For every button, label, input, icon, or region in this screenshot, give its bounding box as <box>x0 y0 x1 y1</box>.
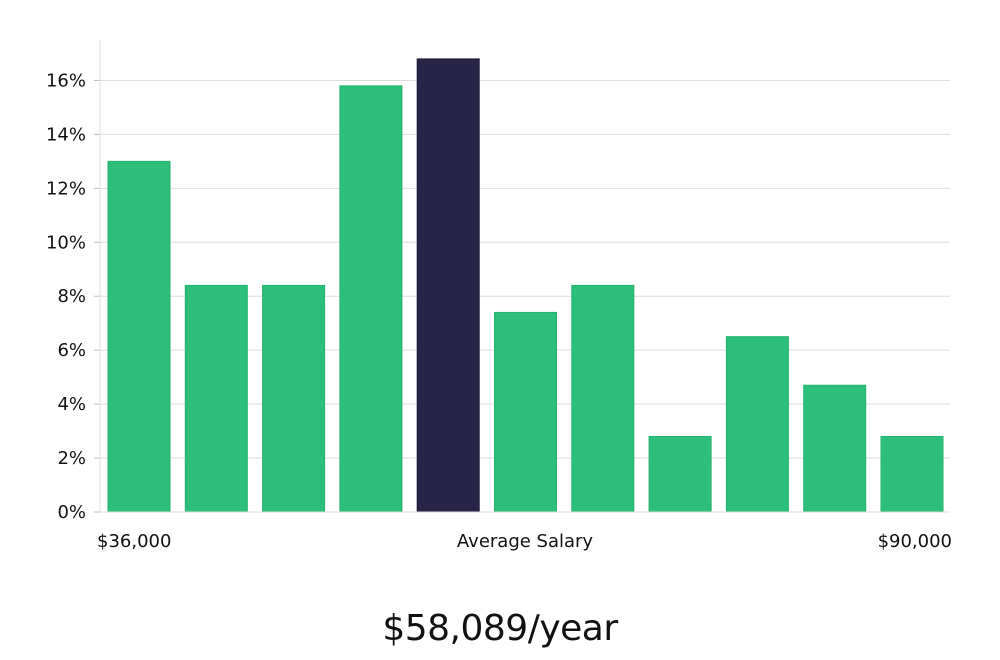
bar <box>803 384 867 513</box>
y-tick-label: 6% <box>57 340 86 361</box>
x-label-average-salary: Average Salary <box>457 531 594 552</box>
y-axis-ticks: 0% 2% 4% 6% 8% 10% 12% 14% 16% <box>46 70 100 523</box>
bar <box>494 311 557 513</box>
y-tick-label: 10% <box>46 232 86 253</box>
bar <box>262 284 326 513</box>
bar <box>725 336 789 513</box>
average-salary-value: $58,089/year <box>382 608 618 649</box>
bar <box>107 160 171 513</box>
y-tick-label: 12% <box>46 178 86 199</box>
bar <box>184 284 248 513</box>
bar <box>339 85 403 513</box>
x-label-min: $36,000 <box>97 531 171 552</box>
y-tick-label: 0% <box>57 502 86 523</box>
y-tick-label: 2% <box>57 448 86 469</box>
bar <box>571 284 635 513</box>
y-tick-label: 8% <box>57 286 86 307</box>
x-label-max: $90,000 <box>878 531 952 552</box>
y-tick-label: 4% <box>57 394 86 415</box>
bars <box>107 58 944 513</box>
bar <box>880 435 944 513</box>
salary-histogram: 0% 2% 4% 6% 8% 10% 12% 14% 16% $36,000 Average S… <box>46 40 952 552</box>
bar-average-salary <box>416 58 480 513</box>
y-tick-label: 14% <box>46 124 86 145</box>
y-tick-label: 16% <box>46 70 86 91</box>
bar <box>648 435 712 513</box>
